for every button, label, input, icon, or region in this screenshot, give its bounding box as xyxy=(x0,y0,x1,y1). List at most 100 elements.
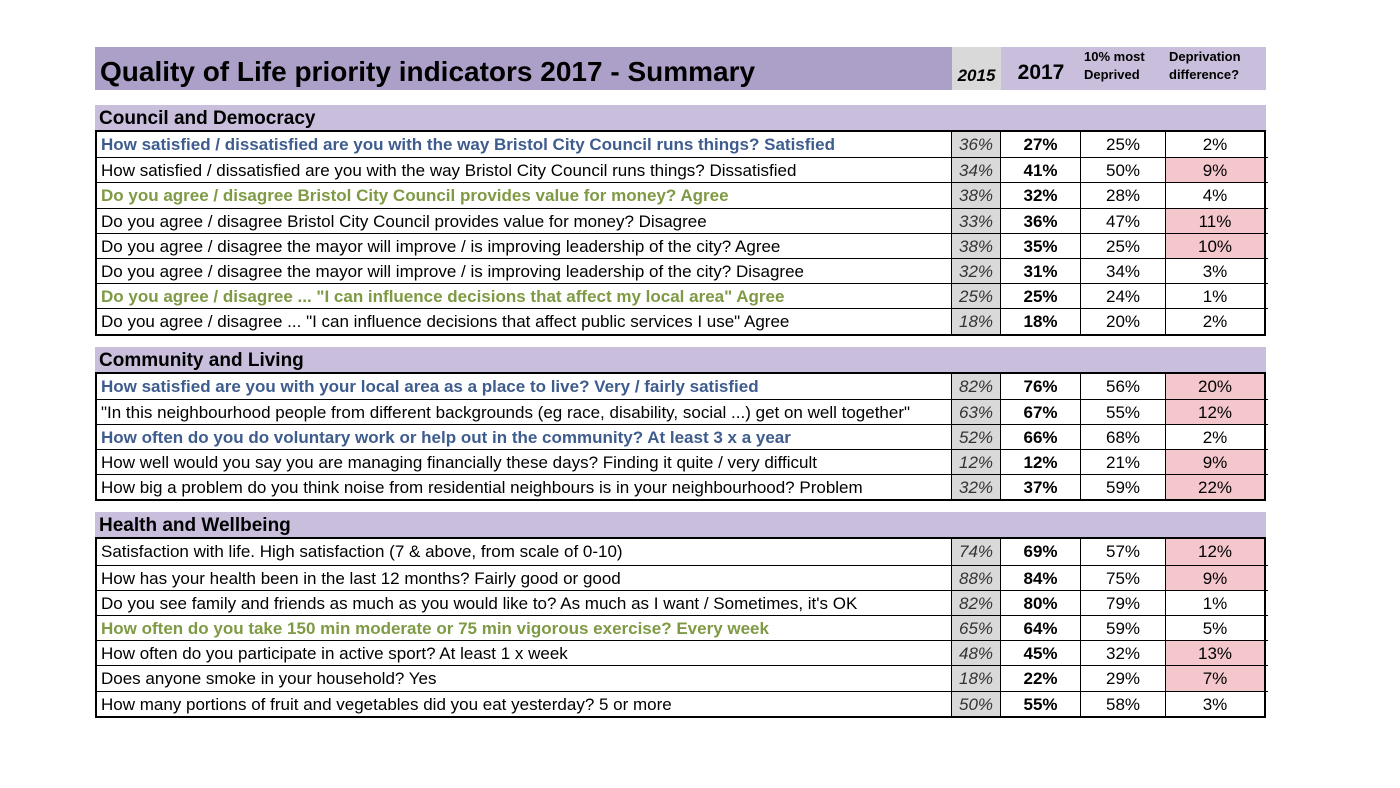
value-2015: 82% xyxy=(952,373,1001,399)
value-deprived: 56% xyxy=(1081,373,1166,399)
value-2017: 69% xyxy=(1001,539,1081,565)
indicator-label: How well would you say you are managing … xyxy=(97,450,952,475)
title-bar: Quality of Life priority indicators 2017… xyxy=(95,47,1266,90)
value-2015: 38% xyxy=(952,233,1001,258)
value-2017: 27% xyxy=(1001,132,1081,158)
value-deprived: 20% xyxy=(1081,309,1166,334)
value-2015: 63% xyxy=(952,399,1001,424)
value-deprived: 55% xyxy=(1081,399,1166,424)
section-header: Health and Wellbeing xyxy=(95,512,1266,538)
value-2017: 80% xyxy=(1001,590,1081,615)
value-deprived: 58% xyxy=(1081,691,1166,716)
page-title: Quality of Life priority indicators 2017… xyxy=(95,47,952,90)
section-header: Council and Democracy xyxy=(95,105,1266,130)
table-row: How many portions of fruit and vegetable… xyxy=(97,690,1268,716)
value-difference: 7% xyxy=(1166,666,1264,691)
value-2017: 35% xyxy=(1001,233,1081,258)
value-difference: 12% xyxy=(1166,399,1264,424)
value-deprived: 24% xyxy=(1081,284,1166,309)
value-difference: 20% xyxy=(1166,373,1264,399)
value-2015: 36% xyxy=(952,132,1001,158)
value-difference: 9% xyxy=(1166,450,1264,475)
value-2017: 76% xyxy=(1001,373,1081,399)
value-difference: 3% xyxy=(1202,261,1228,281)
value-difference: 12% xyxy=(1166,539,1264,565)
value-2017: 41% xyxy=(1001,158,1081,183)
value-deprived: 47% xyxy=(1081,208,1166,233)
table-row: Do you agree / disagree ... "I can influ… xyxy=(97,308,1268,334)
table-row: How satisfied / dissatisfied are you wit… xyxy=(97,157,1268,183)
value-2015: 12% xyxy=(952,450,1001,475)
value-2017: 55% xyxy=(1001,691,1081,716)
indicator-label: "In this neighbourhood people from diffe… xyxy=(97,399,952,424)
value-2015: 82% xyxy=(952,590,1001,615)
table-row: How has your health been in the last 12 … xyxy=(97,564,1268,590)
value-2015: 32% xyxy=(952,258,1001,284)
value-deprived: 25% xyxy=(1081,233,1166,258)
value-deprived: 34% xyxy=(1081,258,1166,284)
indicator-label: Do you agree / disagree Bristol City Cou… xyxy=(97,183,952,208)
value-difference: 9% xyxy=(1166,158,1264,183)
indicator-label: How big a problem do you think noise fro… xyxy=(97,475,952,500)
value-difference: 3% xyxy=(1202,694,1228,714)
value-difference: 2% xyxy=(1202,427,1228,447)
section-gap xyxy=(95,501,1266,512)
col-header-deprived: 10% most Deprived xyxy=(1081,47,1166,90)
indicator-label: Do you agree / disagree the mayor will i… xyxy=(97,233,952,258)
table-row: How often do you take 150 min moderate o… xyxy=(97,615,1268,641)
value-deprived: 68% xyxy=(1081,424,1166,450)
table-row: Do you see family and friends as much as… xyxy=(97,589,1268,615)
section-gap xyxy=(95,90,1266,105)
table-row: Do you agree / disagree the mayor will i… xyxy=(97,232,1268,258)
indicator-label: How often do you participate in active s… xyxy=(97,641,952,666)
value-deprived: 21% xyxy=(1081,450,1166,475)
indicator-label: How many portions of fruit and vegetable… xyxy=(97,691,952,716)
value-2017: 37% xyxy=(1001,475,1081,500)
table-row: Do you agree / disagree Bristol City Cou… xyxy=(97,207,1268,233)
section-gap xyxy=(95,336,1266,347)
value-deprived: 59% xyxy=(1081,475,1166,500)
value-2017: 25% xyxy=(1001,284,1081,309)
value-deprived: 29% xyxy=(1081,666,1166,691)
value-difference: 13% xyxy=(1166,641,1264,666)
table-row: How often do you participate in active s… xyxy=(97,640,1268,666)
table-row: Do you agree / disagree ... "I can influ… xyxy=(97,283,1268,309)
value-difference: 4% xyxy=(1202,186,1228,206)
value-deprived: 32% xyxy=(1081,641,1166,666)
indicator-label: How has your health been in the last 12 … xyxy=(97,565,952,590)
sections-container: Council and Democracy How satisfied / dis… xyxy=(95,90,1268,718)
indicator-label: How satisfied / dissatisfied are you wit… xyxy=(97,132,952,158)
indicator-label: How satisfied / dissatisfied are you wit… xyxy=(97,158,952,183)
section-table: How satisfied are you with your local ar… xyxy=(95,371,1268,502)
value-2017: 84% xyxy=(1001,565,1081,590)
value-difference: 10% xyxy=(1166,233,1264,258)
table-row: How satisfied are you with your local ar… xyxy=(97,373,1268,399)
indicator-label: Does anyone smoke in your household? Yes xyxy=(97,666,952,691)
table-row: Do you agree / disagree Bristol City Cou… xyxy=(97,182,1268,208)
value-2015: 74% xyxy=(952,539,1001,565)
value-difference: 5% xyxy=(1202,619,1228,638)
col-header-2017: 2017 xyxy=(1001,47,1081,90)
table-row: "In this neighbourhood people from diffe… xyxy=(97,398,1268,424)
value-2015: 25% xyxy=(952,284,1001,309)
indicator-label: How often do you take 150 min moderate o… xyxy=(97,616,952,641)
col-header-difference: Deprivation difference? xyxy=(1166,47,1266,90)
indicator-label: Do you see family and friends as much as… xyxy=(97,590,952,615)
table-row: How well would you say you are managing … xyxy=(97,449,1268,475)
value-deprived: 25% xyxy=(1081,132,1166,158)
value-2015: 48% xyxy=(952,641,1001,666)
value-2015: 33% xyxy=(952,208,1001,233)
value-2015: 88% xyxy=(952,565,1001,590)
value-2015: 52% xyxy=(952,424,1001,450)
value-2015: 18% xyxy=(952,666,1001,691)
value-difference: 1% xyxy=(1202,287,1228,307)
value-difference: 11% xyxy=(1166,208,1264,233)
value-2017: 45% xyxy=(1001,641,1081,666)
value-deprived: 59% xyxy=(1081,616,1166,641)
section-table: Satisfaction with life. High satisfactio… xyxy=(95,537,1268,718)
value-2015: 65% xyxy=(952,616,1001,641)
value-difference: 9% xyxy=(1166,565,1264,590)
value-difference: 22% xyxy=(1166,475,1264,500)
value-deprived: 28% xyxy=(1081,183,1166,208)
value-deprived: 50% xyxy=(1081,158,1166,183)
